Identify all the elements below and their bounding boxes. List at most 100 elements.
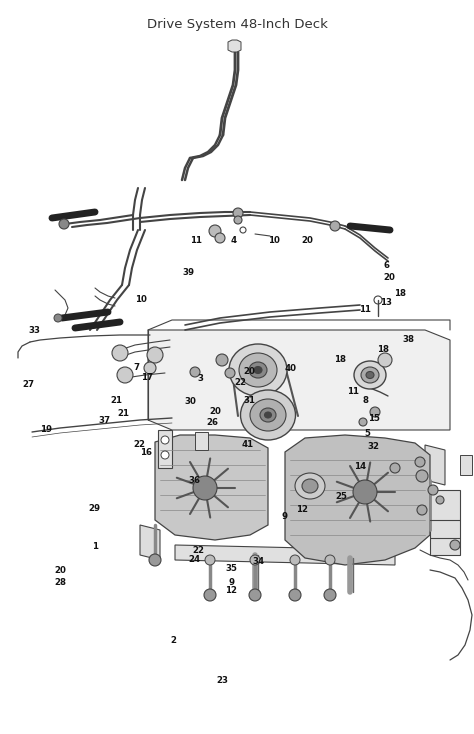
Circle shape xyxy=(378,353,392,367)
Text: 37: 37 xyxy=(98,416,110,425)
Circle shape xyxy=(215,233,225,243)
Ellipse shape xyxy=(264,412,272,418)
Circle shape xyxy=(161,451,169,459)
Circle shape xyxy=(233,208,243,218)
Ellipse shape xyxy=(250,399,286,431)
Circle shape xyxy=(353,480,377,504)
Text: 8: 8 xyxy=(363,396,369,404)
Circle shape xyxy=(216,354,228,366)
Circle shape xyxy=(416,470,428,482)
Circle shape xyxy=(117,367,133,383)
Text: 35: 35 xyxy=(225,564,237,573)
Text: 20: 20 xyxy=(383,273,396,282)
Text: 24: 24 xyxy=(188,555,201,564)
Circle shape xyxy=(225,368,235,378)
Circle shape xyxy=(324,589,336,601)
Circle shape xyxy=(390,463,400,473)
Circle shape xyxy=(417,505,427,515)
Text: 38: 38 xyxy=(402,335,415,344)
Ellipse shape xyxy=(240,390,295,440)
Polygon shape xyxy=(285,435,430,565)
Ellipse shape xyxy=(254,366,262,374)
Text: 41: 41 xyxy=(241,440,254,449)
Text: 15: 15 xyxy=(367,414,380,423)
Text: 20: 20 xyxy=(55,566,67,575)
Text: 7: 7 xyxy=(134,363,139,372)
Ellipse shape xyxy=(366,371,374,379)
Circle shape xyxy=(330,221,340,231)
Circle shape xyxy=(147,347,163,363)
Text: 20: 20 xyxy=(244,367,256,376)
Polygon shape xyxy=(148,330,450,430)
Circle shape xyxy=(250,555,260,565)
Text: 34: 34 xyxy=(252,557,264,566)
Circle shape xyxy=(209,225,221,237)
Text: 40: 40 xyxy=(284,364,296,373)
Text: 20: 20 xyxy=(301,236,313,244)
Text: 30: 30 xyxy=(184,397,197,406)
Circle shape xyxy=(428,485,438,495)
Text: 17: 17 xyxy=(141,373,153,382)
Text: 10: 10 xyxy=(135,295,147,304)
Circle shape xyxy=(204,589,216,601)
Text: 39: 39 xyxy=(182,268,195,277)
Text: 9: 9 xyxy=(282,512,287,520)
Circle shape xyxy=(190,367,200,377)
Polygon shape xyxy=(425,445,445,485)
Text: 19: 19 xyxy=(40,425,53,434)
Polygon shape xyxy=(140,525,160,560)
Text: 20: 20 xyxy=(210,407,222,416)
Ellipse shape xyxy=(295,473,325,499)
Ellipse shape xyxy=(260,408,276,422)
Circle shape xyxy=(205,555,215,565)
Text: 9: 9 xyxy=(228,578,234,586)
Text: 28: 28 xyxy=(55,578,67,587)
Text: 22: 22 xyxy=(134,440,146,448)
Circle shape xyxy=(59,219,69,229)
Text: 26: 26 xyxy=(206,418,218,426)
Text: 11: 11 xyxy=(347,387,359,396)
Text: 21: 21 xyxy=(117,410,129,418)
Circle shape xyxy=(290,555,300,565)
Polygon shape xyxy=(158,430,172,468)
Polygon shape xyxy=(195,432,208,450)
Ellipse shape xyxy=(239,353,277,387)
Circle shape xyxy=(149,554,161,566)
Text: 4: 4 xyxy=(230,236,236,244)
Polygon shape xyxy=(175,545,395,565)
Polygon shape xyxy=(460,455,472,475)
Circle shape xyxy=(54,314,62,322)
Circle shape xyxy=(370,407,380,417)
Ellipse shape xyxy=(229,344,287,396)
Text: 23: 23 xyxy=(217,676,229,685)
Circle shape xyxy=(436,496,444,504)
Text: 33: 33 xyxy=(28,326,40,335)
Polygon shape xyxy=(430,490,460,555)
Text: 2: 2 xyxy=(170,636,176,644)
Text: 29: 29 xyxy=(89,504,101,513)
Text: 16: 16 xyxy=(140,448,152,457)
Text: 6: 6 xyxy=(383,261,389,270)
Circle shape xyxy=(234,216,242,224)
Text: 14: 14 xyxy=(354,462,366,470)
Ellipse shape xyxy=(354,361,386,389)
Polygon shape xyxy=(155,435,268,540)
Polygon shape xyxy=(228,40,241,52)
Text: 11: 11 xyxy=(190,236,202,244)
Text: 18: 18 xyxy=(334,355,346,364)
Circle shape xyxy=(144,362,156,374)
Text: 12: 12 xyxy=(296,505,309,514)
Text: 21: 21 xyxy=(110,396,122,404)
Text: 22: 22 xyxy=(192,546,204,555)
Text: 31: 31 xyxy=(244,396,256,404)
Text: 5: 5 xyxy=(365,429,370,437)
Circle shape xyxy=(249,589,261,601)
Text: 12: 12 xyxy=(225,586,237,595)
Text: 22: 22 xyxy=(234,378,246,387)
Circle shape xyxy=(325,555,335,565)
Circle shape xyxy=(415,457,425,467)
Text: 25: 25 xyxy=(335,492,347,501)
Circle shape xyxy=(112,345,128,361)
Text: 1: 1 xyxy=(92,542,98,551)
Text: Drive System 48-Inch Deck: Drive System 48-Inch Deck xyxy=(146,18,328,31)
